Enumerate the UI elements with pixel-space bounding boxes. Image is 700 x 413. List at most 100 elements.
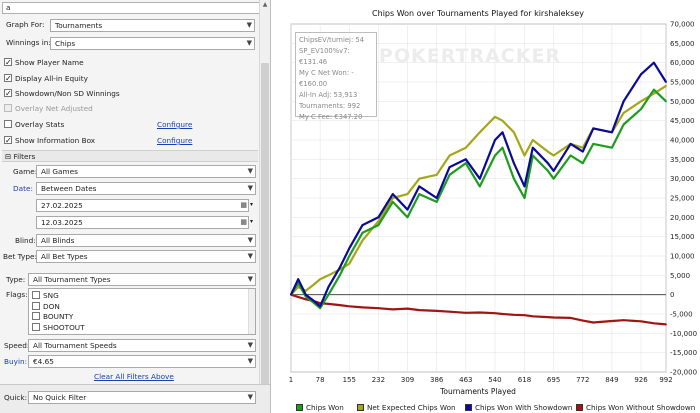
flag-label: DON xyxy=(43,301,60,311)
flag-checkbox[interactable] xyxy=(32,322,40,331)
filters-header-label: Filters xyxy=(13,152,36,161)
info-line: ChipsEV/turniej: 54 xyxy=(299,36,365,44)
clear-filters-link[interactable]: Clear All Filters Above xyxy=(94,372,174,381)
flag-item[interactable]: DON xyxy=(32,301,60,312)
tournament-type-select[interactable]: All Tournament Types ▼ xyxy=(28,273,256,286)
show-info-box-checkbox[interactable] xyxy=(4,136,12,144)
chevron-down-icon: ▼ xyxy=(247,275,253,283)
winnings-label: Winnings in: xyxy=(6,38,51,47)
bet-type-value: All Bet Types xyxy=(41,252,88,261)
tournament-type-value: All Tournament Types xyxy=(33,275,111,284)
graph-for-value: Tournaments xyxy=(55,21,103,30)
legend-swatch xyxy=(576,403,583,411)
date-value: Between Dates xyxy=(41,184,97,193)
speed-select[interactable]: All Tournament Speeds ▼ xyxy=(28,339,256,352)
overlay-stats-option[interactable]: Overlay Stats xyxy=(4,120,64,129)
flags-label: Flags: xyxy=(6,290,28,299)
type-label: Type: xyxy=(6,275,26,284)
chart-legend: Chips Won Net Expected Chips Won Chips W… xyxy=(290,402,700,413)
show-info-box-option[interactable]: Show Information Box xyxy=(4,136,95,145)
flag-checkbox[interactable] xyxy=(32,312,40,320)
legend-swatch xyxy=(357,403,364,411)
showdown-winnings-option[interactable]: Showdown/Non SD Winnings xyxy=(4,89,120,98)
chevron-down-icon: ▼ xyxy=(247,252,253,260)
game-select[interactable]: All Games ▼ xyxy=(36,165,256,178)
flag-item[interactable]: SNG xyxy=(32,291,59,301)
showdown-winnings-checkbox[interactable] xyxy=(4,89,12,97)
quick-label: Quick: xyxy=(4,393,28,402)
date-select[interactable]: Between Dates ▼ xyxy=(36,182,256,195)
display-allin-equity-label: Display All-in Equity xyxy=(15,74,88,83)
buyin-label: Buyin: xyxy=(4,357,28,366)
search-input[interactable]: a xyxy=(2,2,267,14)
flag-checkbox[interactable] xyxy=(32,301,40,310)
speed-value: All Tournament Speeds xyxy=(33,341,117,350)
show-player-name-option[interactable]: Show Player Name xyxy=(4,58,84,67)
buyin-select[interactable]: €4.65 ▼ xyxy=(28,355,256,368)
quick-filter-select[interactable]: No Quick Filter ▼ xyxy=(28,391,256,404)
chevron-down-icon: ▼ xyxy=(247,393,253,401)
chevron-down-icon: ▼ xyxy=(246,21,252,29)
info-line: Tournaments: 992 xyxy=(299,102,361,110)
calendar-icon[interactable]: ▦ xyxy=(240,201,247,209)
buyin-value: €4.65 xyxy=(33,357,54,366)
show-info-box-label: Show Information Box xyxy=(15,136,96,145)
flag-checkbox[interactable] xyxy=(32,291,40,299)
legend-item-net-expected: Net Expected Chips Won xyxy=(357,402,456,413)
blind-select[interactable]: All Blinds ▼ xyxy=(36,234,256,247)
filter-panel: a Graph For: Tournaments ▼ Winnings in: … xyxy=(0,0,271,413)
chevron-down-icon: ▼ xyxy=(247,341,253,349)
overlay-stats-configure-link[interactable]: Configure xyxy=(157,120,193,129)
quick-filter-bar: Quick: No Quick Filter ▼ xyxy=(0,384,270,413)
date-to-value: 12.03.2025 xyxy=(41,218,83,227)
calendar-icon[interactable]: ▦ xyxy=(240,218,247,226)
legend-label: Chips Won Without Showdown xyxy=(586,403,696,412)
legend-label: Chips Won xyxy=(306,403,344,412)
flag-label: SNG xyxy=(43,291,59,300)
date-label: Date: xyxy=(13,184,33,193)
info-line: My C Net Won: -€160.00 xyxy=(299,69,354,88)
flags-scrollbar[interactable] xyxy=(248,289,255,334)
date-to-input[interactable]: 12.03.2025 ▦ xyxy=(36,216,249,229)
blind-label: Blind: xyxy=(15,236,36,245)
legend-item-without-showdown: Chips Won Without Showdown xyxy=(576,402,695,413)
game-label: Game: xyxy=(13,167,38,176)
overlay-stats-checkbox[interactable] xyxy=(4,120,12,128)
date-from-stepper-icon[interactable]: ▾ xyxy=(250,201,254,208)
info-line: All-In Adj: 53,913 xyxy=(299,91,358,99)
chevron-down-icon: ▼ xyxy=(247,357,253,365)
graph-for-select[interactable]: Tournaments ▼ xyxy=(50,19,255,32)
chevron-down-icon: ▼ xyxy=(246,39,252,47)
show-player-name-label: Show Player Name xyxy=(15,58,84,67)
info-box-configure-link[interactable]: Configure xyxy=(157,136,193,145)
collapse-icon: ⊟ xyxy=(5,152,14,161)
date-from-input[interactable]: 27.02.2025 ▦ xyxy=(36,199,249,212)
chevron-down-icon: ▼ xyxy=(247,167,253,175)
filters-section-header[interactable]: ⊟ Filters xyxy=(2,150,258,162)
flag-item[interactable]: SHOOTOUT xyxy=(32,322,85,333)
speed-label: Speed: xyxy=(4,341,30,350)
scroll-thumb[interactable] xyxy=(261,63,269,385)
chevron-down-icon: ▼ xyxy=(247,184,253,192)
game-value: All Games xyxy=(41,167,78,176)
showdown-winnings-label: Showdown/Non SD Winnings xyxy=(15,89,120,98)
overlay-net-adjusted-checkbox[interactable] xyxy=(4,104,12,112)
legend-item-with-showdown: Chips Won With Showdown xyxy=(465,402,572,413)
scroll-up-icon[interactable]: ▲ xyxy=(262,1,268,8)
legend-label: Chips Won With Showdown xyxy=(475,403,573,412)
chevron-down-icon: ▼ xyxy=(247,236,253,244)
graph-for-label: Graph For: xyxy=(6,20,45,29)
winnings-select[interactable]: Chips ▼ xyxy=(50,37,255,50)
filter-panel-scrollbar[interactable]: ▲ xyxy=(259,0,270,385)
overlay-net-adjusted-option[interactable]: Overlay Net Adjusted xyxy=(4,104,93,113)
display-allin-equity-option[interactable]: Display All-in Equity xyxy=(4,74,88,83)
date-to-stepper-icon[interactable]: ▾ xyxy=(250,218,254,225)
legend-item-chips-won: Chips Won xyxy=(296,402,344,413)
flag-item[interactable]: BOUNTY xyxy=(32,312,73,322)
info-line: My C Fee: €347.20 xyxy=(299,113,363,121)
display-allin-equity-checkbox[interactable] xyxy=(4,74,12,82)
legend-label: Net Expected Chips Won xyxy=(367,403,456,412)
flag-label: BOUNTY xyxy=(43,312,74,321)
show-player-name-checkbox[interactable] xyxy=(4,58,12,66)
bet-type-select[interactable]: All Bet Types ▼ xyxy=(36,250,256,263)
